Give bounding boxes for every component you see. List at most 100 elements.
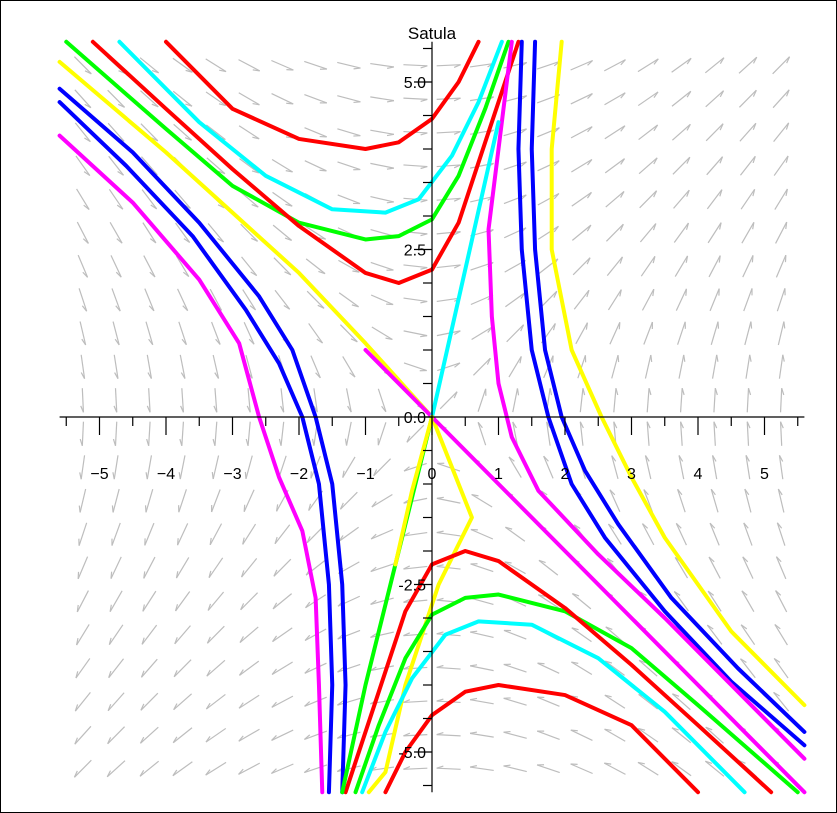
field-arrow [246,388,251,413]
field-arrow [677,488,686,513]
field-arrow [603,762,626,775]
field-arrow [706,189,723,210]
field-arrow [403,531,428,537]
field-arrow [145,321,154,346]
field-arrow [604,158,626,174]
field-arrow [637,761,659,776]
field-arrow [579,388,586,413]
field-arrow [537,160,560,172]
field-arrow [403,766,428,770]
field-arrow [212,354,220,379]
field-arrow [436,330,461,337]
x-tick-label: 1 [494,466,503,483]
field-arrow [772,56,791,75]
field-arrow [213,388,218,413]
field-arrow [639,190,658,209]
field-arrow [109,590,123,612]
field-arrow [469,765,494,772]
field-arrow [738,56,758,74]
field-arrow [144,522,155,546]
field-arrow [705,123,724,142]
field-arrow [776,522,786,546]
field-arrow [337,194,361,205]
field-arrow [344,421,352,446]
field-arrow [506,324,525,343]
field-arrow [713,388,718,413]
field-arrow [436,530,461,537]
field-arrow [671,727,692,744]
field-arrow [305,258,326,275]
field-arrow [108,188,124,210]
field-arrow [775,254,787,278]
field-arrow [677,321,686,345]
field-arrow [508,356,522,378]
field-arrow [370,563,394,573]
field-arrow [304,60,328,70]
field-arrow [675,288,688,311]
field-arrow [75,658,91,679]
field-arrow [304,662,327,674]
field-arrow [207,591,225,611]
trajectory-cyan [360,619,747,795]
field-arrow [240,558,258,578]
field-arrow [643,321,654,345]
field-arrow [503,663,527,673]
field-arrow [241,256,258,277]
field-arrow [179,421,185,446]
x-tick-label: 0 [428,466,437,483]
field-arrow [570,59,594,71]
field-arrow [775,556,787,580]
field-arrow [436,765,461,770]
field-arrow [238,660,260,676]
field-arrow [110,556,122,579]
field-arrow [370,261,394,271]
field-arrow [338,292,359,308]
field-arrow [504,561,526,575]
field-arrow [338,259,360,273]
field-arrow [238,59,261,72]
field-arrow [205,58,227,73]
field-arrow [304,730,328,740]
trajectory-blue [529,39,807,734]
field-arrow [671,761,692,777]
field-arrow [80,388,85,413]
field-arrow [74,725,92,745]
y-tick-label: -2.5 [398,578,426,595]
field-arrow [305,225,327,240]
field-arrow [77,556,89,580]
field-arrow [743,522,753,546]
field-arrow [238,125,260,140]
field-arrow [278,421,285,446]
field-arrow [240,592,259,611]
field-arrow [503,194,527,205]
field-arrow [640,255,656,277]
field-arrow [75,155,91,177]
field-arrow [209,523,223,546]
field-arrow [244,455,253,480]
field-arrow [238,694,260,709]
field-arrow [373,458,392,477]
field-arrow [711,455,718,480]
field-arrow [174,591,191,612]
field-arrow [304,127,327,138]
field-arrow [707,590,722,612]
field-arrow [337,128,361,137]
field-arrow [678,354,686,379]
field-arrow [708,255,721,278]
field-arrow [179,354,186,379]
field-arrow [436,496,461,504]
field-arrow [172,727,193,744]
field-arrow [238,92,260,106]
field-arrow [239,191,259,208]
field-arrow [605,223,624,242]
field-arrow [180,388,185,413]
field-arrow [674,255,689,277]
field-arrow [710,321,720,345]
field-arrow [436,264,461,269]
field-arrow [774,624,788,646]
field-arrow [546,421,551,446]
field-arrow [342,456,356,478]
field-arrow [238,762,261,775]
field-arrow [339,491,358,510]
field-arrow [538,559,559,576]
